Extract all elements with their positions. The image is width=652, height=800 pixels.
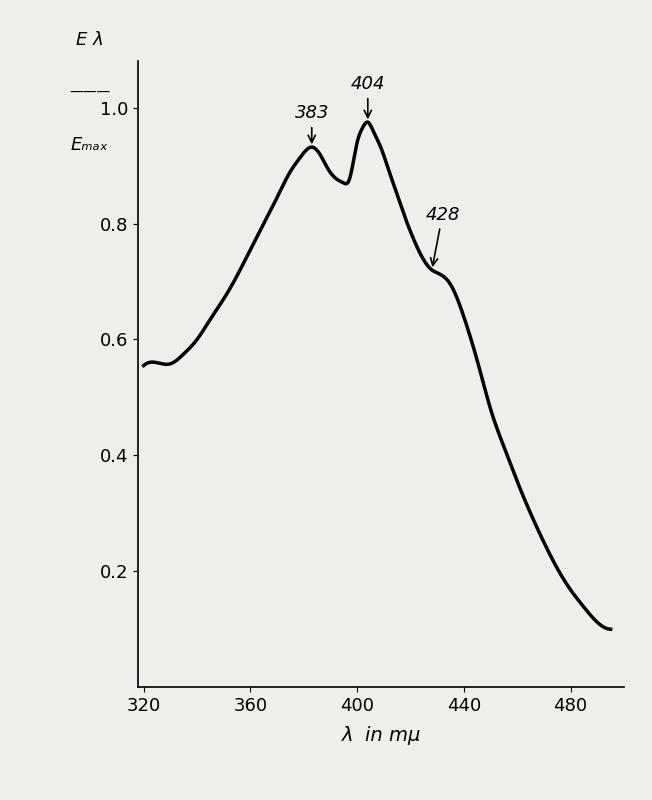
Text: Eₘₐₓ: Eₘₐₓ (71, 137, 109, 154)
Text: 404: 404 (351, 75, 385, 118)
Text: 383: 383 (295, 104, 329, 142)
Text: ———: ——— (69, 86, 110, 100)
X-axis label: λ  in mμ: λ in mμ (342, 726, 421, 745)
Text: E λ: E λ (76, 31, 104, 49)
Text: 428: 428 (425, 206, 460, 266)
